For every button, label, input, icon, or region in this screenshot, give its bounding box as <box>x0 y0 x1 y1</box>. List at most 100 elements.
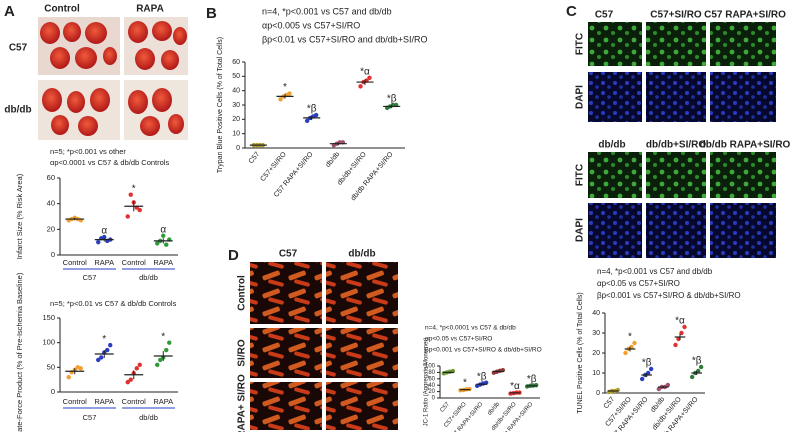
y-axis-label: TUNEL Positive Cells (% of Total Cells) <box>577 292 584 413</box>
column-label: db/db <box>348 249 375 260</box>
row-label: db/db <box>4 105 31 116</box>
panel-a-images <box>38 17 188 140</box>
y-axis-label: JC-1 Ratio (Aggregate/Monomer) <box>424 338 430 427</box>
significance-marker: * <box>628 332 632 343</box>
data-point <box>128 377 133 382</box>
data-point <box>689 374 695 380</box>
significance-marker: *β <box>387 94 397 105</box>
data-point <box>304 118 310 123</box>
y-tick-label: 50 <box>47 362 55 371</box>
data-point <box>105 347 110 353</box>
group-label: C57 <box>83 273 97 282</box>
y-tick-label: 0 <box>51 250 55 259</box>
note: n=5; *p<0.001 vs other <box>50 147 126 156</box>
column-label: db/db RAPA+SI/RO <box>700 140 791 151</box>
y-tick-label: 20 <box>428 389 435 395</box>
y-tick-label: 100 <box>425 364 436 370</box>
group-label: db/db <box>139 413 158 422</box>
significance-marker: *β <box>642 358 652 369</box>
y-tick-label: 40 <box>232 88 240 95</box>
x-tick-label: db/db <box>325 151 342 169</box>
significance-marker: *α <box>360 66 370 77</box>
data-point <box>358 84 363 89</box>
y-tick-label: 10 <box>592 370 600 377</box>
y-tick-label: 150 <box>42 313 55 322</box>
row-label: FITC <box>575 33 586 55</box>
data-point <box>167 340 172 345</box>
y-tick-label: 20 <box>47 224 55 233</box>
significance-marker: * <box>161 331 165 342</box>
row-label: DAPI <box>575 218 586 242</box>
data-point <box>648 366 654 372</box>
row-label: FITC <box>575 164 586 186</box>
data-point <box>96 357 101 363</box>
y-tick-label: 0 <box>51 387 55 396</box>
data-point <box>125 379 130 385</box>
significance-marker: α <box>160 224 166 235</box>
data-point <box>99 355 104 360</box>
data-point <box>632 340 637 346</box>
row-label: SI/RO <box>237 339 248 366</box>
data-point <box>673 342 678 348</box>
data-point <box>161 233 166 238</box>
data-point <box>623 350 628 356</box>
data-point <box>128 192 133 197</box>
significance-marker: * <box>102 334 106 345</box>
x-tick-label: Control <box>63 397 88 406</box>
data-point <box>78 366 83 371</box>
y-tick-label: 0 <box>236 145 240 152</box>
note: n=5; *p<0.01 vs C57 & db/db Controls <box>50 299 177 308</box>
y-axis-label: Trypan Blue Positive Cells (% of Total C… <box>217 37 224 173</box>
significance-marker: *β <box>477 371 487 382</box>
data-point <box>467 386 472 392</box>
column-label: db/db <box>598 140 625 151</box>
panel-letter: B <box>206 5 217 22</box>
x-tick-label: Control <box>122 397 147 406</box>
row-label: RAPA+ SI/RO <box>237 374 248 432</box>
x-tick-label: C57+SI/RO <box>259 151 288 183</box>
panel-d-images <box>250 262 398 430</box>
note: αp<0.05 vs C57+SI/RO <box>597 279 680 288</box>
data-point <box>134 366 139 371</box>
x-tick-label: RAPA <box>153 258 173 267</box>
x-tick-label: RAPA <box>94 258 114 267</box>
y-tick-label: 30 <box>232 102 240 109</box>
significance-marker: * <box>463 378 467 389</box>
significance-marker: α <box>101 226 107 237</box>
note: n=4, *p<0.001 vs C57 and db/db <box>597 267 713 276</box>
data-point <box>96 239 101 245</box>
data-point <box>164 242 169 247</box>
note: αp<0.0001 vs C57 & db/db Controls <box>50 158 169 167</box>
y-tick-label: 60 <box>232 59 240 66</box>
group-label: C57 <box>83 413 97 422</box>
y-tick-label: 40 <box>47 199 55 208</box>
y-tick-label: 40 <box>428 383 435 389</box>
note: βp<0.01 vs C57+SI/RO and db/db+SI/RO <box>262 34 428 44</box>
panel-letter: C <box>566 3 577 20</box>
y-tick-label: 0 <box>432 396 436 402</box>
data-point <box>665 382 671 388</box>
data-point <box>155 241 160 246</box>
data-point <box>137 207 142 213</box>
panel-letter: D <box>228 247 239 264</box>
x-tick-label: C57 <box>248 151 262 165</box>
row-label: DAPI <box>575 85 586 109</box>
data-point <box>102 234 107 240</box>
significance-marker: *β <box>307 104 317 115</box>
y-tick-label: 60 <box>47 173 55 182</box>
y-tick-label: 30 <box>592 330 600 337</box>
significance-marker: * <box>283 82 287 93</box>
column-label: RAPA <box>136 4 164 15</box>
group-label: db/db <box>139 273 158 282</box>
x-tick-label: db/db <box>487 401 502 417</box>
data-point <box>155 362 160 368</box>
data-point <box>287 91 292 96</box>
y-tick-label: 100 <box>42 338 55 347</box>
note: αp<0.05 vs C57+SI/RO <box>425 336 492 343</box>
column-label: db/db+SI/RO <box>646 140 707 151</box>
data-point <box>164 347 169 353</box>
x-tick-label: Control <box>122 258 147 267</box>
panel-letter: A <box>4 3 15 20</box>
significance-marker: * <box>132 183 136 194</box>
data-point <box>698 364 704 370</box>
